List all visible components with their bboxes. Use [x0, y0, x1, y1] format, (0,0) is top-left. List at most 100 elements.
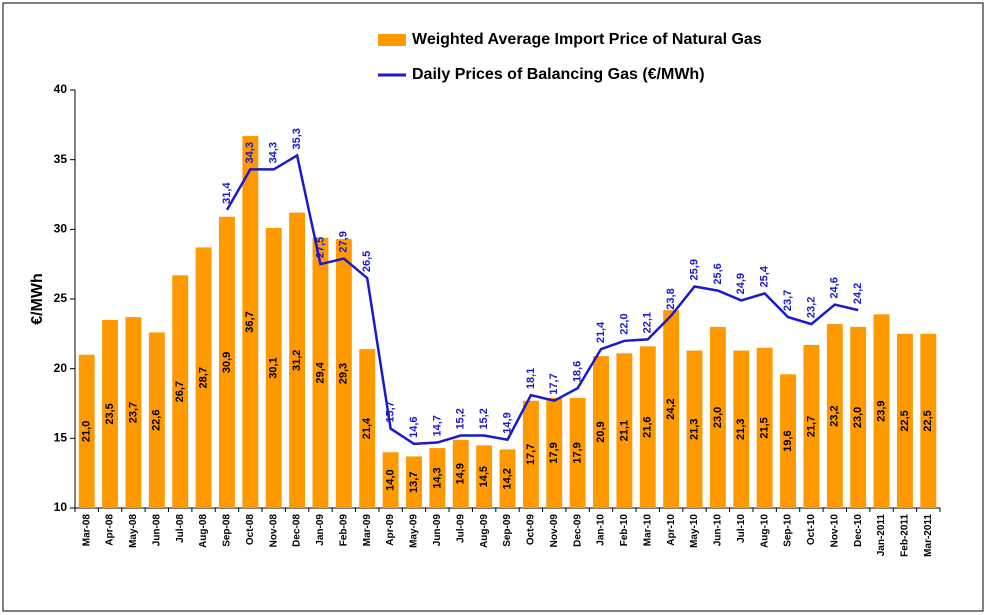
line-value-label: 23,7: [782, 290, 794, 311]
bar: [803, 344, 820, 508]
line-value-label: 25,6: [712, 263, 724, 284]
line-value-label: 23,8: [665, 288, 677, 309]
bar-value-label: 22,6: [151, 410, 163, 431]
x-tick-label: Jul-10: [736, 514, 747, 543]
bar-value-label: 26,7: [174, 381, 186, 402]
x-tick-label: Jun-08: [151, 514, 162, 547]
line-value-label: 17,7: [548, 373, 560, 394]
bar: [312, 237, 329, 508]
bar: [686, 350, 703, 508]
bar: [826, 324, 843, 508]
x-tick-label: Feb-10: [619, 514, 630, 547]
bar: [709, 326, 726, 508]
bar: [476, 445, 493, 508]
x-tick-label: Jun-09: [432, 514, 443, 547]
bar-value-label: 23,0: [712, 407, 724, 428]
line-value-label: 24,2: [852, 283, 864, 304]
x-tick-label: Dec-09: [572, 514, 583, 547]
y-tick-label: 15: [54, 431, 68, 445]
bar-value-label: 21,4: [361, 417, 373, 439]
line-value-label: 27,5: [314, 237, 326, 258]
bar-value-label: 21,0: [81, 421, 93, 442]
bar-value-label: 22,5: [922, 410, 934, 431]
bar-value-label: 21,1: [618, 420, 630, 441]
bar: [499, 449, 516, 508]
line-value-label: 23,2: [805, 297, 817, 318]
line-value-label: 34,3: [268, 142, 280, 163]
bar: [242, 135, 259, 509]
x-tick-label: Dec-08: [292, 514, 303, 547]
bar: [896, 333, 913, 508]
bar-value-label: 14,2: [501, 468, 513, 489]
bar: [546, 397, 563, 508]
bar: [172, 275, 189, 508]
bar: [265, 227, 282, 508]
bar-value-label: 21,7: [805, 416, 817, 437]
x-tick-label: Mar-08: [81, 514, 92, 547]
line-value-label: 14,7: [431, 415, 443, 436]
x-tick-label: Nov-09: [549, 514, 560, 548]
line-value-label: 22,0: [618, 313, 630, 334]
bar-value-label: 23,2: [829, 405, 841, 426]
x-tick-label: May-09: [409, 514, 420, 548]
bar: [289, 212, 306, 508]
x-tick-label: Aug-08: [198, 514, 209, 548]
bar-value-label: 21,5: [759, 417, 771, 438]
bar: [663, 310, 680, 508]
bar: [593, 356, 609, 508]
x-tick-label: Oct-09: [526, 514, 537, 546]
line-value-label: 31,4: [221, 182, 233, 204]
bar-value-label: 14,3: [431, 467, 443, 488]
bar-value-label: 23,7: [127, 402, 139, 423]
line-value-label: 25,4: [759, 265, 771, 287]
x-tick-label: Apr-10: [666, 514, 677, 546]
bar: [780, 374, 796, 508]
bar-value-label: 29,3: [338, 363, 350, 384]
bar: [335, 239, 352, 508]
bar-value-label: 14,9: [455, 463, 467, 484]
bar: [616, 353, 633, 508]
bar-value-label: 36,7: [244, 311, 256, 332]
bar-value-label: 24,2: [665, 398, 677, 419]
x-tick-label: Aug-10: [759, 514, 770, 548]
x-tick-label: Apr-08: [105, 514, 116, 546]
bar: [873, 314, 890, 508]
bar-value-label: 19,6: [782, 430, 794, 451]
line-value-label: 25,9: [688, 259, 700, 280]
bar: [219, 216, 235, 508]
bar-value-label: 31,2: [291, 350, 303, 371]
bar-value-label: 21,6: [642, 416, 654, 437]
x-tick-label: Nov-08: [268, 514, 279, 548]
line-value-label: 22,1: [642, 312, 654, 333]
bar-value-label: 14,5: [478, 466, 490, 487]
bar-value-label: 30,1: [268, 357, 280, 378]
y-tick-label: 25: [54, 291, 68, 305]
x-tick-label: Mar-09: [362, 514, 373, 547]
bar-value-label: 13,7: [408, 472, 420, 493]
bar: [639, 346, 656, 508]
line: [225, 153, 859, 446]
bar-value-label: 28,7: [197, 367, 209, 388]
bar-value-label: 17,9: [548, 442, 560, 463]
bar-value-label: 17,7: [525, 444, 537, 465]
bar: [733, 350, 750, 508]
line-value-label: 15,2: [455, 408, 467, 429]
y-tick-label: 40: [54, 82, 68, 96]
line-value-label: 34,3: [244, 142, 256, 163]
line-value-label: 18,1: [525, 368, 537, 389]
x-tick-label: Sep-09: [502, 514, 513, 547]
bar: [382, 452, 399, 508]
x-tick-label: Jan-10: [596, 514, 607, 546]
line-value-label: 27,9: [338, 231, 350, 252]
line-value-label: 14,9: [501, 412, 513, 433]
y-tick-label: 35: [54, 152, 68, 166]
x-tick-label: Aug-09: [479, 514, 490, 548]
line-value-label: 24,9: [735, 273, 747, 294]
bar-value-label: 20,9: [595, 421, 607, 442]
bar-value-label: 23,0: [852, 407, 864, 428]
x-tick-label: Mar-10: [642, 514, 653, 547]
x-tick-label: Dec-10: [853, 514, 864, 547]
